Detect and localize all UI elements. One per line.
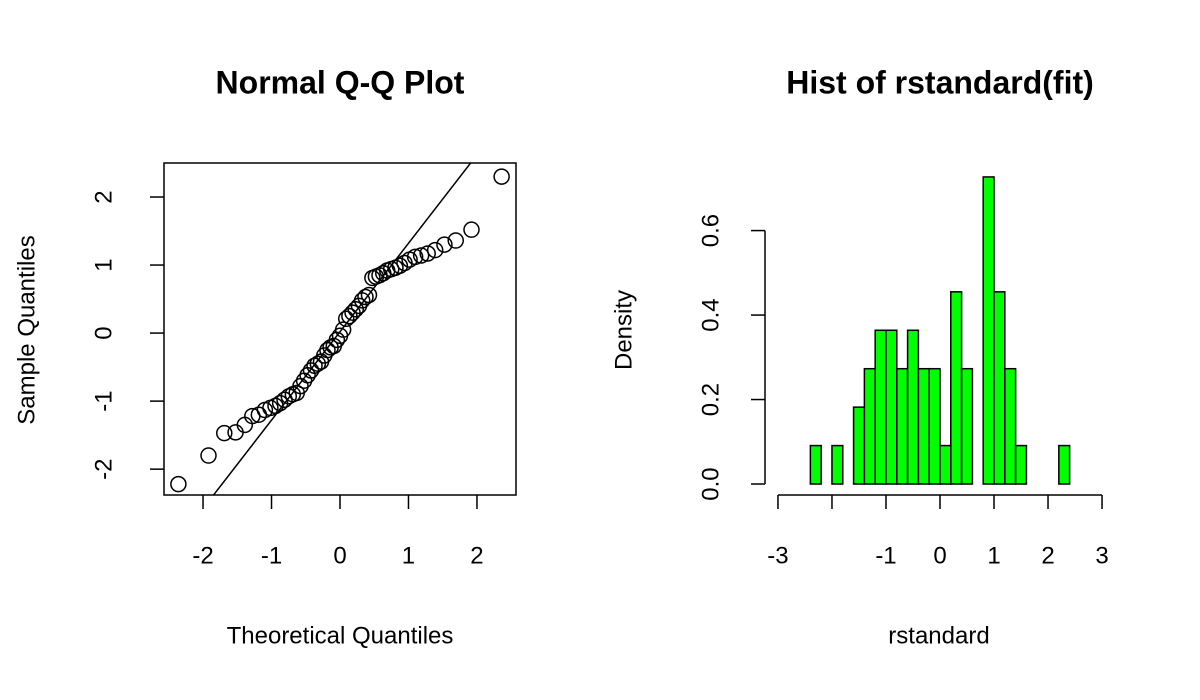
chart-title: Hist of rstandard(fit) [786, 64, 1094, 100]
y-tick-label: -1 [90, 390, 117, 411]
x-tick-label: 1 [402, 542, 415, 569]
bar [917, 367, 930, 485]
bar [1014, 444, 1028, 485]
point [419, 245, 436, 262]
point [436, 236, 453, 253]
y-tick-label: 1 [90, 258, 117, 271]
point [493, 168, 510, 185]
point [426, 241, 444, 259]
point [200, 447, 217, 464]
bar [896, 367, 909, 485]
x-axis-label: Theoretical Quantiles [227, 622, 454, 649]
x-tick-label: -3 [767, 542, 788, 569]
x-axis-label: rstandard [888, 622, 989, 649]
bar [993, 291, 1006, 485]
point [236, 416, 254, 434]
y-tick-label: -2 [90, 458, 117, 479]
bar [831, 444, 844, 485]
x-tick-label: -2 [192, 542, 213, 569]
x-tick-label: -1 [875, 542, 896, 569]
point [276, 391, 293, 409]
bar [939, 444, 952, 485]
point [412, 247, 430, 264]
y-tick-label: 0.4 [697, 298, 724, 331]
bar [960, 367, 974, 485]
y-tick-label: 0.0 [697, 467, 724, 500]
point [406, 248, 424, 266]
point [216, 424, 233, 442]
qq-line [212, 163, 472, 495]
point [391, 257, 409, 274]
bar [1058, 444, 1071, 485]
point [347, 301, 365, 318]
bar [982, 176, 995, 485]
point [447, 232, 464, 249]
y-tick-label: 0.6 [697, 214, 724, 247]
x-tick-label: 2 [470, 542, 483, 569]
point [170, 475, 187, 493]
x-tick-label: -1 [261, 542, 282, 569]
y-axis-label: Sample Quantiles [13, 235, 40, 424]
bar [863, 367, 876, 485]
bar [1004, 367, 1017, 485]
y-axis-label: Density [610, 290, 637, 370]
x-tick-label: 1 [987, 542, 1000, 569]
bar [809, 444, 822, 485]
x-tick-label: 0 [933, 542, 946, 569]
bar [885, 329, 898, 485]
chart-title: Normal Q-Q Plot [216, 64, 465, 100]
bar [874, 329, 887, 485]
point [357, 288, 374, 306]
x-tick-label: 3 [1095, 542, 1108, 569]
point [227, 424, 244, 441]
y-tick-label: 0 [90, 326, 117, 339]
x-tick-label: 2 [1041, 542, 1054, 569]
bar [928, 367, 941, 485]
bar [906, 329, 920, 485]
point [337, 310, 355, 328]
bar [950, 291, 963, 485]
point [334, 321, 352, 338]
point [463, 221, 480, 238]
y-tick-label: 2 [90, 190, 117, 203]
y-tick-label: 0.2 [697, 383, 724, 416]
bar [852, 406, 866, 485]
point [360, 286, 378, 304]
x-tick-label: 0 [333, 542, 346, 569]
